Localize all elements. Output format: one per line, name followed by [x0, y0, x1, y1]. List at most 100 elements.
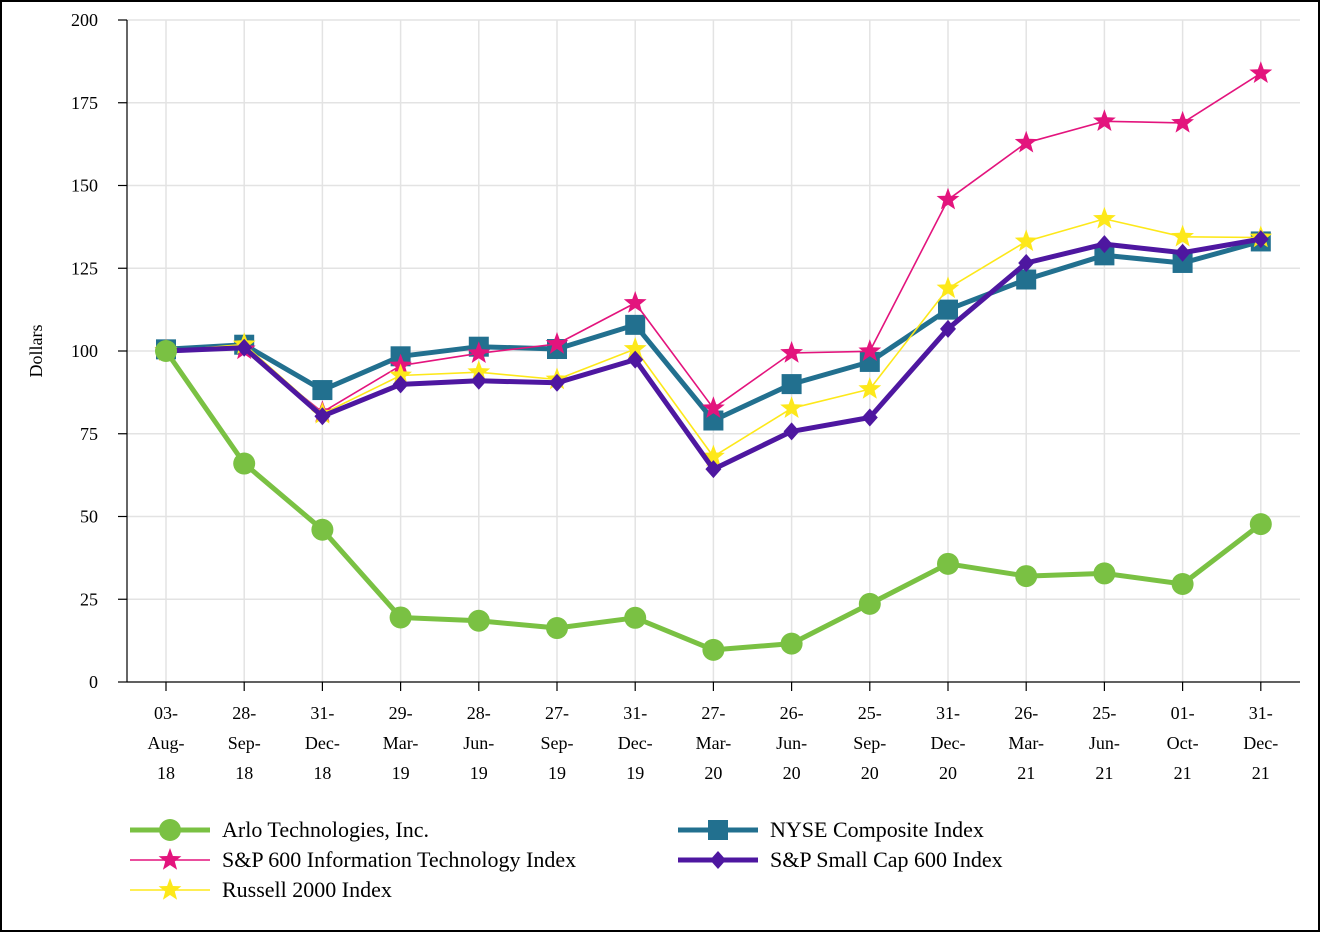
data-point-nyse-composite-index	[703, 410, 724, 431]
data-point-arlo-technologies-inc	[937, 552, 959, 575]
x-tick-label: 20	[861, 763, 879, 783]
legend-label: S&P Small Cap 600 Index	[770, 847, 1003, 872]
x-tick-label: 31-	[310, 703, 334, 723]
x-tick-label: 19	[626, 763, 644, 783]
x-tick-label: 19	[470, 763, 488, 783]
x-tick-label: 26-	[1014, 703, 1038, 723]
data-point-arlo-technologies-inc	[780, 632, 803, 655]
legend-marker	[158, 848, 182, 870]
y-tick-label: 75	[80, 424, 98, 444]
data-point-arlo-technologies-inc	[1015, 565, 1038, 588]
legend-label: NYSE Composite Index	[770, 817, 984, 842]
series-arlo-technologies-inc	[155, 340, 1272, 661]
legend-item-russell-2000-index: Russell 2000 Index	[130, 877, 392, 902]
data-point-arlo-technologies-inc	[624, 606, 647, 629]
data-point-russell-2000-index	[467, 360, 491, 382]
data-point-s-p-600-information-technology-index	[1171, 110, 1194, 133]
y-tick-label: 150	[71, 176, 98, 196]
x-tick-label: 28-	[467, 703, 491, 723]
data-point-nyse-composite-index	[781, 374, 802, 395]
legend: Arlo Technologies, Inc. S&P 600 Informati…	[130, 817, 1003, 902]
data-point-s-p-small-cap-600-index	[1018, 253, 1035, 272]
series-layer	[154, 61, 1273, 661]
grid-layer	[127, 19, 1300, 682]
x-tick-label: 26-	[780, 703, 804, 723]
legend-marker	[158, 878, 182, 900]
x-tick-label: 01-	[1171, 703, 1195, 723]
data-point-s-p-small-cap-600-index	[1096, 235, 1113, 254]
data-point-s-p-600-information-technology-index	[623, 291, 647, 313]
x-tick-label: 20	[939, 763, 957, 783]
data-point-s-p-small-cap-600-index	[783, 422, 800, 441]
y-tick-label: 125	[71, 258, 98, 278]
data-point-arlo-technologies-inc	[311, 518, 334, 541]
data-point-arlo-technologies-inc	[858, 592, 881, 615]
data-point-s-p-small-cap-600-index	[549, 373, 565, 392]
x-tick-label: 19	[548, 763, 566, 783]
x-tick-label: 21	[1174, 763, 1192, 783]
data-point-s-p-600-information-technology-index	[858, 339, 882, 361]
data-point-russell-2000-index	[623, 337, 647, 359]
data-point-nyse-composite-index	[625, 314, 646, 335]
x-tick-label: Mar-	[1008, 733, 1044, 753]
legend-label: Arlo Technologies, Inc.	[222, 817, 429, 842]
data-point-s-p-small-cap-600-index	[314, 407, 331, 426]
data-point-nyse-composite-index	[1172, 252, 1193, 273]
data-point-s-p-small-cap-600-index	[940, 319, 956, 338]
x-tick-label: 21	[1252, 763, 1270, 783]
x-tick-label: 25-	[1092, 703, 1116, 723]
data-point-russell-2000-index	[1014, 229, 1038, 252]
legend-item-arlo-technologies-inc: Arlo Technologies, Inc.	[130, 817, 429, 842]
data-point-russell-2000-index	[780, 396, 803, 418]
data-point-s-p-600-information-technology-index	[702, 396, 725, 418]
data-point-nyse-composite-index	[1094, 245, 1115, 266]
x-tick-label: Mar-	[383, 733, 419, 753]
x-tick-label: Aug-	[148, 733, 185, 753]
data-point-s-p-small-cap-600-index	[392, 375, 409, 394]
x-tick-label: Jun-	[463, 733, 494, 753]
data-point-s-p-600-information-technology-index	[467, 341, 491, 363]
x-tick-label: Dec-	[931, 733, 966, 753]
x-tick-label: Dec-	[305, 733, 340, 753]
y-tick-label: 100	[71, 341, 98, 361]
x-tick-label: 18	[313, 763, 331, 783]
x-tick-label: Jun-	[776, 733, 807, 753]
x-tick-label: Jun-	[1089, 733, 1120, 753]
data-point-s-p-small-cap-600-index	[1252, 230, 1269, 249]
legend-marker	[159, 819, 181, 841]
legend-item-s-p-600-information-technology-index: S&P 600 Information Technology Index	[130, 847, 576, 872]
legend-marker	[708, 820, 728, 840]
legend-item-s-p-small-cap-600-index: S&P Small Cap 600 Index	[678, 847, 1003, 872]
x-tick-label: 18	[235, 763, 253, 783]
x-tick-label: 21	[1095, 763, 1113, 783]
data-point-russell-2000-index	[936, 276, 960, 299]
x-tick-label: Mar-	[696, 733, 732, 753]
data-point-arlo-technologies-inc	[702, 638, 725, 661]
x-tick-label: Sep-	[228, 733, 261, 753]
x-tick-label: Oct-	[1167, 733, 1199, 753]
data-point-s-p-600-information-technology-index	[1249, 61, 1273, 83]
x-tick-label: 27-	[701, 703, 725, 723]
x-tick-label: 28-	[232, 703, 256, 723]
x-tick-label: 25-	[858, 703, 882, 723]
legend-marker	[710, 851, 726, 869]
y-tick-label: 200	[71, 10, 98, 30]
x-tick-label: 20	[704, 763, 722, 783]
data-point-s-p-small-cap-600-index	[705, 460, 722, 479]
data-point-nyse-composite-index	[1016, 269, 1037, 290]
data-point-s-p-600-information-technology-index	[780, 341, 803, 363]
data-point-russell-2000-index	[1093, 206, 1116, 229]
y-tick-label: 0	[89, 672, 98, 692]
data-point-arlo-technologies-inc	[155, 340, 177, 362]
data-point-s-p-small-cap-600-index	[1174, 243, 1191, 262]
legend-label: S&P 600 Information Technology Index	[222, 847, 576, 872]
x-tick-label: 03-	[154, 703, 178, 723]
x-tick-label: 29-	[389, 703, 413, 723]
data-point-nyse-composite-index	[312, 380, 333, 401]
x-tick-label: 18	[157, 763, 175, 783]
x-tick-label: 19	[392, 763, 410, 783]
data-point-arlo-technologies-inc	[1093, 562, 1116, 585]
data-point-russell-2000-index	[1171, 224, 1194, 247]
